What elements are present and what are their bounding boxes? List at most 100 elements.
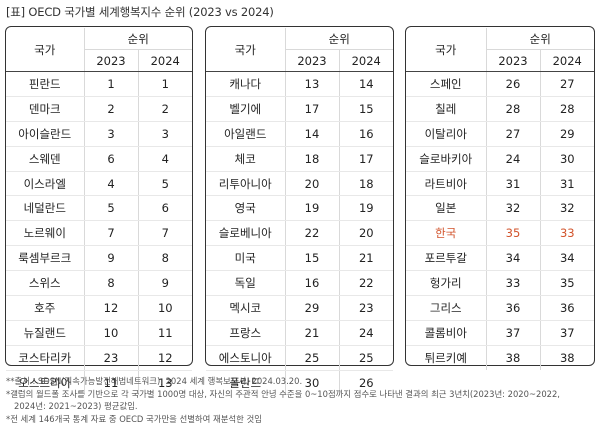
- country-cell: 영국: [206, 195, 286, 222]
- header-year-2024: 2024: [339, 49, 394, 72]
- rank-2024-cell: 26: [358, 375, 374, 390]
- table-row: 라트비아 31 31: [406, 171, 595, 197]
- rank-2024-cell: 27: [540, 71, 595, 97]
- country-cell: 프랑스: [206, 320, 286, 346]
- rank-2023-cell: 28: [486, 96, 541, 122]
- footnote-source: **출처 : SDSN(지속가능발전해법네트워크), 2024 세계 행복보고서…: [6, 376, 303, 386]
- country-cell: 리투아니아: [206, 171, 286, 197]
- table-row: 노르웨이 7 7: [6, 220, 193, 247]
- rank-2023-cell: 6: [84, 146, 139, 172]
- table-row: 튀르키예 38 38: [406, 345, 594, 370]
- table-row: 오스트리아 11 13: [6, 370, 192, 395]
- rank-2024-cell: 25: [339, 345, 394, 371]
- country-cell: 룩셈부르크: [6, 245, 85, 272]
- rank-2024-cell: 36: [540, 295, 595, 321]
- country-cell: 체코: [206, 146, 286, 172]
- table-row: 슬로바키아 24 30: [406, 146, 595, 172]
- country-cell: 슬로바키아: [406, 146, 487, 172]
- country-cell: 스위스: [6, 270, 85, 297]
- rank-2023-cell: 33: [486, 270, 541, 297]
- table-row: 독일 16 22: [206, 270, 394, 297]
- rank-2023-cell: 36: [486, 295, 541, 321]
- rank-2024-cell: 15: [339, 96, 394, 122]
- table-row: 네덜란드 5 6: [6, 195, 193, 222]
- rank-2024-cell: 20: [339, 220, 394, 247]
- footnote-method-cont: 2024년: 2021~2023) 평균값임.: [14, 401, 138, 411]
- rank-2024-cell: 29: [540, 121, 595, 147]
- rank-2024-cell: 4: [138, 146, 193, 172]
- table-row: 룩셈부르크 9 8: [6, 245, 193, 272]
- rank-2023-cell: 22: [285, 220, 340, 247]
- country-cell: 칠레: [406, 96, 487, 122]
- rank-2023-cell: 31: [486, 171, 541, 197]
- table-row: 미국 15 21: [206, 245, 394, 272]
- rank-2023-cell: 27: [486, 121, 541, 147]
- table-row: 콜롬비아 37 37: [406, 320, 595, 346]
- table-row: 체코 18 17: [206, 146, 394, 172]
- rank-2023-cell: 10: [84, 320, 139, 346]
- table-row: 스웨덴 6 4: [6, 146, 193, 172]
- country-cell: 스페인: [406, 71, 487, 97]
- rank-2024-cell: 34: [540, 245, 595, 272]
- country-cell: 핀란드: [6, 71, 85, 97]
- rank-2024-cell: 24: [339, 320, 394, 346]
- rank-2023-cell: 18: [285, 146, 340, 172]
- header-year-2023: 2023: [84, 49, 139, 72]
- rank-2023-cell: 34: [486, 245, 541, 272]
- country-cell: 일본: [406, 195, 487, 222]
- rank-2023-cell: 26: [486, 71, 541, 97]
- table-row: 영국 19 19: [206, 195, 394, 222]
- country-cell: 노르웨이: [6, 220, 85, 247]
- rank-2024-cell: 22: [339, 270, 394, 297]
- rank-2024-cell: 19: [339, 195, 394, 222]
- rank-2023-cell: 2: [84, 96, 139, 122]
- table-row: 아이슬란드 3 3: [6, 121, 193, 147]
- country-cell: 멕시코: [206, 295, 286, 321]
- country-cell: 라트비아: [406, 171, 487, 197]
- country-cell: 뉴질랜드: [6, 320, 85, 346]
- country-cell: 튀르키예: [406, 345, 487, 370]
- table-row: 한국 35 33: [406, 220, 595, 247]
- header-rank: 순위: [84, 28, 193, 50]
- rank-2023-cell: 1: [84, 71, 139, 97]
- table-row: 이스라엘 4 5: [6, 171, 193, 197]
- country-cell: 에스토니아: [206, 345, 286, 371]
- table-title: [표] OECD 국가별 세계행복지수 순위 (2023 vs 2024): [6, 5, 274, 19]
- rank-2023-cell: 32: [486, 195, 541, 222]
- rank-2023-cell: 14: [285, 121, 340, 147]
- rank-2023-cell: 4: [84, 171, 139, 197]
- ranking-table-3: 국가 순위 2023 2024 스페인 26 27 칠레 28 28 이탈리아 27 29 슬로바키아 24…: [406, 28, 595, 370]
- country-cell: 포르투갈: [406, 245, 487, 272]
- rank-2024-cell: 23: [339, 295, 394, 321]
- country-cell: 미국: [206, 245, 286, 272]
- rank-2024-cell: 18: [339, 171, 394, 197]
- rank-2024-cell: 12: [138, 345, 193, 371]
- table-row: 이탈리아 27 29: [406, 121, 595, 147]
- table-row: 리투아니아 20 18: [206, 171, 394, 197]
- country-cell: 폴란드: [206, 370, 286, 395]
- country-cell: 헝가리: [406, 270, 487, 297]
- rank-2024-cell: 28: [540, 96, 595, 122]
- rank-2024-cell: 14: [339, 71, 394, 97]
- rank-2024-cell: 31: [540, 171, 595, 197]
- rank-2024-cell: 5: [138, 171, 193, 197]
- country-cell: 이스라엘: [6, 171, 85, 197]
- country-cell: 벨기에: [206, 96, 286, 122]
- header-year-2024: 2024: [540, 49, 595, 72]
- rank-2023-cell: 37: [486, 320, 541, 346]
- table-row: 스위스 8 9: [6, 270, 193, 297]
- rank-2023-cell: 20: [285, 171, 340, 197]
- table-row: 에스토니아 25 25: [206, 345, 394, 371]
- rank-2023-cell: 23: [84, 345, 139, 371]
- rank-2024-cell: 17: [339, 146, 394, 172]
- rank-2024-cell: 8: [138, 245, 193, 272]
- rank-2024-cell: 6: [138, 195, 193, 222]
- rank-2024-cell: 37: [540, 320, 595, 346]
- country-cell: 스웨덴: [6, 146, 85, 172]
- table-row: 슬로베니아 22 20: [206, 220, 394, 247]
- rank-2024-cell: 7: [138, 220, 193, 247]
- rank-2023-cell: 17: [285, 96, 340, 122]
- header-year-2023: 2023: [486, 49, 541, 72]
- table-row: 스페인 26 27: [406, 71, 595, 97]
- table-row: 아일랜드 14 16: [206, 121, 394, 147]
